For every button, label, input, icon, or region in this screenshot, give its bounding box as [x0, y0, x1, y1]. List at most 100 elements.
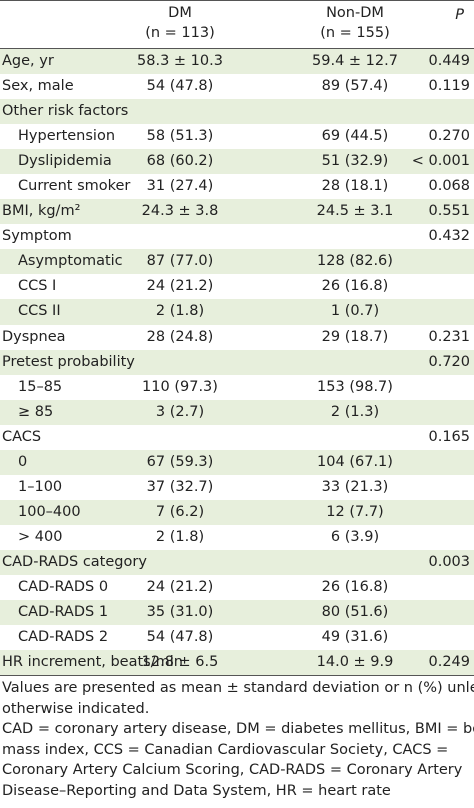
row-label: CCS II [18, 303, 61, 320]
row-label: Symptom [2, 228, 72, 245]
non-dm-cell: 26 (16.8) [321, 578, 389, 595]
dm-header: DM (n = 113) [110, 3, 250, 43]
dm-cell: 2 (1.8) [155, 303, 205, 320]
non-dm-cell: 128 (82.6) [317, 253, 393, 270]
table-row: 0 67 (59.3) 104 (67.1) [0, 449, 474, 475]
header-text: Non-DM [326, 5, 384, 21]
table-row: Current smoker 31 (27.4) 28 (18.1) 0.068 [0, 174, 474, 199]
non-dm-cell: 80 (51.6) [321, 604, 389, 621]
dm-cell: 35 (31.0) [146, 604, 214, 621]
table-row: CCS II 2 (1.8) 1 (0.7) [0, 299, 474, 325]
non-dm-cell: 59.4 ± 12.7 [312, 53, 398, 69]
p-cell: 0.003 [428, 553, 470, 570]
table-row: Pretest probability 0.720 [0, 349, 474, 375]
table-row: BMI, kg/m² 24.3 ± 3.8 24.5 ± 3.1 0.551 [0, 199, 474, 225]
table-row: Other risk factors [0, 99, 474, 125]
dm-cell: 58 (51.3) [146, 128, 214, 145]
table-row: HR increment, beats/min 12.8 ± 6.5 14.0 ± … [0, 650, 474, 676]
dm-cell: 58.3 ± 10.3 [137, 53, 223, 69]
table-row: ≥ 85 3 (2.7) 2 (1.3) [0, 399, 474, 425]
table-row: 100–400 7 (6.2) 12 (7.7) [0, 499, 474, 525]
row-label: CAD-RADS category [2, 553, 147, 570]
row-label: Hypertension [18, 128, 116, 145]
p-cell: 0.270 [428, 128, 470, 145]
non-dm-cell: 33 (21.3) [321, 478, 389, 495]
non-dm-cell: 28 (18.1) [321, 178, 389, 195]
non-dm-cell: 69 (44.5) [321, 128, 389, 145]
p-header: P [455, 7, 464, 23]
non-dm-header: Non-DM (n = 155) [285, 3, 425, 43]
row-label: Asymptomatic [18, 253, 123, 270]
dm-cell: 28 (24.8) [146, 328, 214, 345]
row-label: CAD-RADS 2 [18, 629, 109, 646]
dm-cell: 7 (6.2) [155, 503, 205, 520]
non-dm-cell: 6 (3.9) [330, 528, 380, 545]
row-label: Sex, male [2, 78, 74, 95]
row-label: 0 [18, 453, 28, 470]
row-label: Dyspnea [2, 328, 66, 345]
p-cell: 0.449 [428, 53, 470, 69]
non-dm-cell: 89 (57.4) [321, 78, 389, 95]
row-label: Other risk factors [2, 103, 129, 120]
p-cell: < 0.001 [411, 153, 470, 170]
header-text: DM [168, 5, 192, 21]
p-cell: 0.119 [428, 78, 470, 95]
dm-cell: 110 (97.3) [142, 378, 218, 395]
dm-cell: 67 (59.3) [146, 453, 214, 470]
row-label: CCS I [18, 278, 57, 295]
dm-cell: 24 (21.2) [146, 278, 214, 295]
row-label: 15–85 [18, 378, 63, 395]
row-label: > 400 [18, 528, 63, 545]
row-label: CACS [2, 428, 42, 445]
table-header: DM (n = 113) Non-DM (n = 155) P [0, 0, 474, 49]
row-label: BMI, kg/m² [2, 203, 81, 220]
table-row: Sex, male 54 (47.8) 89 (57.4) 0.119 [0, 74, 474, 99]
dm-cell: 24 (21.2) [146, 578, 214, 595]
row-label: Current smoker [18, 178, 131, 195]
table-row: CAD-RADS 0 24 (21.2) 26 (16.8) [0, 575, 474, 600]
non-dm-cell: 2 (1.3) [330, 403, 380, 420]
row-label: Dyslipidemia [18, 153, 112, 170]
header-text: (n = 155) [320, 25, 390, 41]
dm-cell: 54 (47.8) [146, 78, 214, 95]
table-body: Age, yr 58.3 ± 10.3 59.4 ± 12.7 0.449 Sex, m… [0, 49, 474, 677]
p-cell: 0.551 [428, 203, 470, 220]
row-label: ≥ 85 [18, 403, 54, 420]
p-cell: 0.165 [428, 428, 470, 445]
dm-cell: 68 (60.2) [146, 153, 214, 170]
p-cell: 0.432 [428, 228, 470, 245]
non-dm-cell: 51 (32.9) [321, 153, 389, 170]
non-dm-cell: 104 (67.1) [317, 453, 393, 470]
p-cell: 0.231 [428, 328, 470, 345]
non-dm-cell: 24.5 ± 3.1 [316, 203, 394, 220]
table-row: 1–100 37 (32.7) 33 (21.3) [0, 475, 474, 500]
dm-cell: 2 (1.8) [155, 528, 205, 545]
table-row: CAD-RADS 2 54 (47.8) 49 (31.6) [0, 625, 474, 650]
note: Values are presented as mean ± standard … [2, 680, 474, 717]
table-row: CAD-RADS 1 35 (31.0) 80 (51.6) [0, 600, 474, 626]
non-dm-cell: 26 (16.8) [321, 278, 389, 295]
dm-cell: 3 (2.7) [155, 403, 205, 420]
p-cell: 0.720 [428, 353, 470, 370]
non-dm-cell: 14.0 ± 9.9 [316, 654, 394, 671]
p-cell: 0.068 [428, 178, 470, 195]
row-label: 1–100 [18, 478, 63, 495]
non-dm-cell: 153 (98.7) [317, 378, 393, 395]
note: CAD = coronary artery disease, DM = diab… [2, 721, 474, 799]
table-row: Symptom 0.432 [0, 224, 474, 249]
row-label: Age, yr [2, 53, 54, 69]
non-dm-cell: 1 (0.7) [330, 303, 380, 320]
table-row: Dyslipidemia 68 (60.2) 51 (32.9) < 0.001 [0, 149, 474, 175]
table-notes: Values are presented as mean ± standard … [0, 676, 474, 801]
dm-cell: 24.3 ± 3.8 [141, 203, 219, 220]
table-row: Asymptomatic 87 (77.0) 128 (82.6) [0, 249, 474, 275]
row-label: 100–400 [18, 503, 81, 520]
dm-cell: 12.8 ± 6.5 [141, 654, 219, 671]
dm-cell: 54 (47.8) [146, 629, 214, 646]
dm-cell: 87 (77.0) [146, 253, 214, 270]
row-label: HR increment, beats/min [2, 654, 183, 671]
table-row: > 400 2 (1.8) 6 (3.9) [0, 525, 474, 550]
dm-cell: 31 (27.4) [146, 178, 214, 195]
non-dm-cell: 49 (31.6) [321, 629, 389, 646]
